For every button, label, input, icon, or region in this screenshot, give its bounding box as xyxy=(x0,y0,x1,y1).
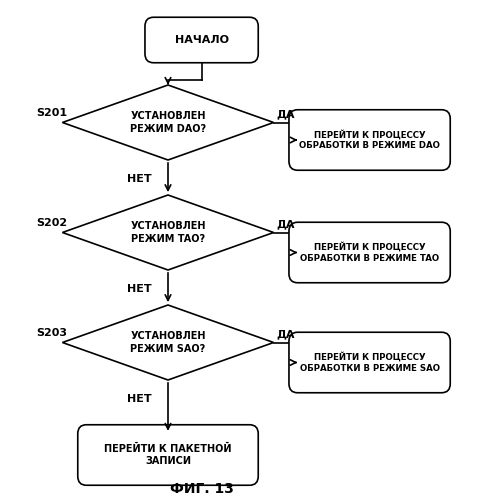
Text: S202: S202 xyxy=(36,218,67,228)
Text: ДА: ДА xyxy=(276,219,295,229)
Text: ДА: ДА xyxy=(276,109,295,119)
Text: S203: S203 xyxy=(36,328,67,338)
Text: НЕТ: НЕТ xyxy=(127,174,152,184)
Text: ПЕРЕЙТИ К ПРОЦЕССУ
ОБРАБОТКИ В РЕЖИМЕ SAO: ПЕРЕЙТИ К ПРОЦЕССУ ОБРАБОТКИ В РЕЖИМЕ SA… xyxy=(300,352,440,373)
FancyBboxPatch shape xyxy=(145,17,258,62)
Text: НЕТ: НЕТ xyxy=(127,394,152,404)
Text: ПЕРЕЙТИ К ПРОЦЕССУ
ОБРАБОТКИ В РЕЖИМЕ DAO: ПЕРЕЙТИ К ПРОЦЕССУ ОБРАБОТКИ В РЕЖИМЕ DA… xyxy=(299,130,440,150)
Text: НАЧАЛО: НАЧАЛО xyxy=(175,35,228,45)
Text: S201: S201 xyxy=(36,108,67,118)
Text: УСТАНОВЛЕН
РЕЖИМ DAO?: УСТАНОВЛЕН РЕЖИМ DAO? xyxy=(130,112,206,134)
FancyBboxPatch shape xyxy=(78,425,258,485)
FancyBboxPatch shape xyxy=(289,332,450,393)
Text: ДА: ДА xyxy=(276,329,295,339)
Polygon shape xyxy=(62,85,274,160)
Text: ФИГ. 13: ФИГ. 13 xyxy=(169,482,234,496)
Polygon shape xyxy=(62,195,274,270)
Text: УСТАНОВЛЕН
РЕЖИМ SAO?: УСТАНОВЛЕН РЕЖИМ SAO? xyxy=(130,332,206,353)
Text: ПЕРЕЙТИ К ПРОЦЕССУ
ОБРАБОТКИ В РЕЖИМЕ TAO: ПЕРЕЙТИ К ПРОЦЕССУ ОБРАБОТКИ В РЕЖИМЕ TA… xyxy=(300,242,439,263)
Polygon shape xyxy=(62,305,274,380)
Text: УСТАНОВЛЕН
РЕЖИМ TAO?: УСТАНОВЛЕН РЕЖИМ TAO? xyxy=(130,222,206,244)
Text: НЕТ: НЕТ xyxy=(127,284,152,294)
FancyBboxPatch shape xyxy=(289,222,450,283)
Text: ПЕРЕЙТИ К ПАКЕТНОЙ
ЗАПИСИ: ПЕРЕЙТИ К ПАКЕТНОЙ ЗАПИСИ xyxy=(104,444,232,466)
FancyBboxPatch shape xyxy=(289,110,450,170)
